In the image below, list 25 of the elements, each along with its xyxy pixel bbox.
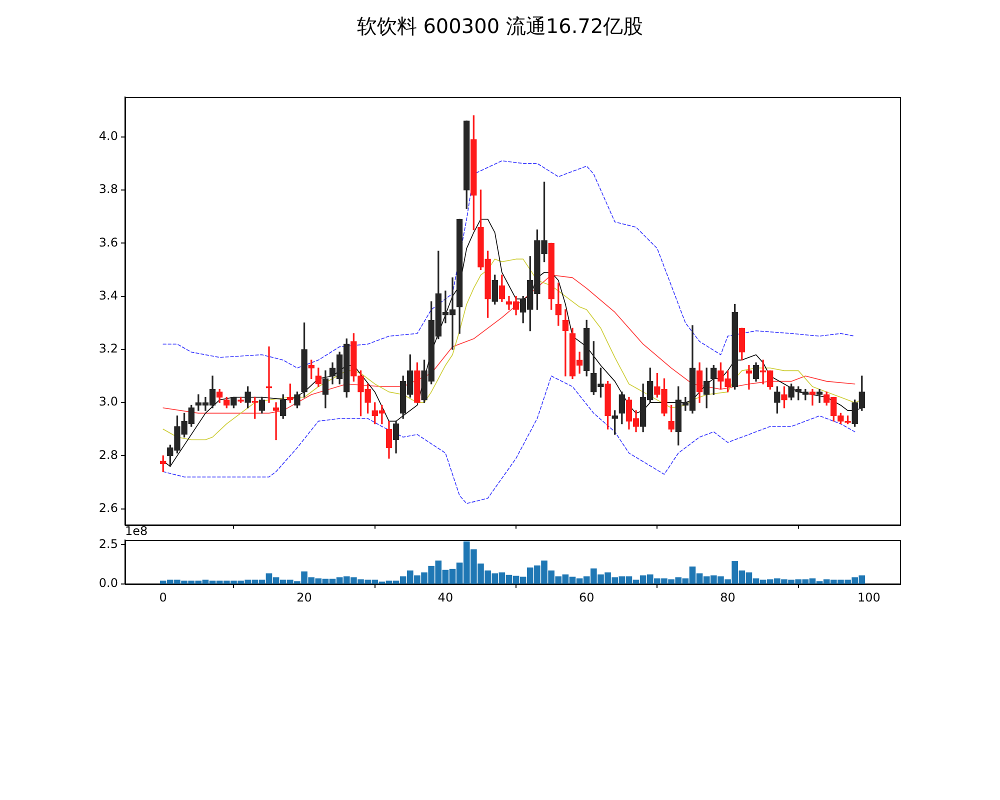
- candlestick: [562, 309, 569, 376]
- y-tick-label: 2.6: [98, 500, 118, 515]
- chart-title: 软饮料 600300 流通16.72亿股: [356, 14, 644, 38]
- y-tick-label: 2.5: [98, 536, 118, 551]
- x-tick-label: 40: [438, 590, 454, 604]
- y-tick-label: 3.4: [98, 288, 118, 302]
- y-tick-label: 4.0: [98, 128, 118, 143]
- x-tick-label: 20: [296, 590, 312, 604]
- y-tick-label: 3.0: [98, 394, 118, 409]
- y-tick-label: 3.8: [98, 182, 118, 196]
- x-tick-label: 0: [159, 590, 167, 604]
- y-tick-label: 0.0: [98, 576, 118, 590]
- annotation: 1e8: [125, 524, 148, 538]
- candlestick: [816, 388, 823, 403]
- y-tick-label: 3.6: [98, 235, 118, 250]
- line-series: [162, 376, 856, 504]
- candlestick: [746, 365, 752, 390]
- line-series: [162, 160, 856, 368]
- x-tick-label: 60: [578, 590, 594, 604]
- candlestick: [809, 388, 816, 406]
- y-tick-label: 2.8: [98, 448, 118, 462]
- x-tick-label: 100: [857, 590, 880, 604]
- x-tick-label: 80: [720, 590, 736, 604]
- candlestick: [272, 402, 280, 440]
- y-tick-label: 3.2: [98, 342, 118, 356]
